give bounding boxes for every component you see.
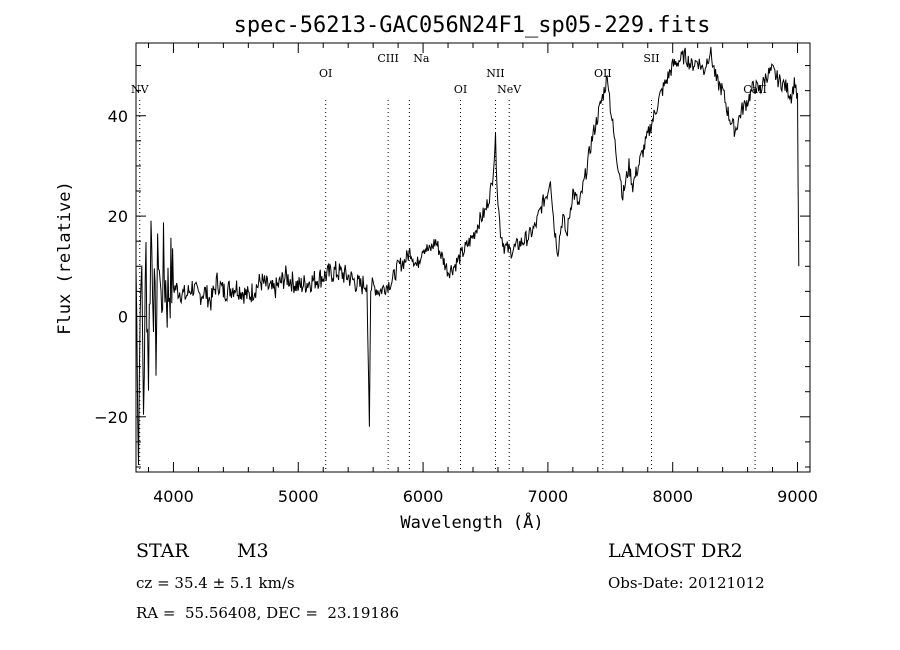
redshift-cz: cz = 35.4 ± 5.1 km/s (136, 574, 295, 592)
spectral-line-markers: NV OI CIII Na OI NII NeV OII SII CaII (131, 52, 767, 472)
tick-labels: 4000 5000 6000 7000 8000 9000 −20 0 20 40 (94, 107, 818, 506)
x-axis-label: Wavelength (Å) (400, 511, 543, 533)
line-marker-label: CaII (743, 83, 767, 96)
x-tick-label: 9000 (777, 487, 818, 506)
line-marker-label: NeV (497, 83, 522, 96)
line-marker-label: CIII (377, 52, 398, 65)
object-type: STAR (136, 540, 189, 562)
line-marker-label: NV (131, 83, 150, 96)
x-tick-label: 4000 (153, 487, 194, 506)
line-marker-label: OI (319, 67, 332, 80)
chart-title: spec-56213-GAC056N24F1_sp05-229.fits (234, 13, 711, 38)
survey-name: LAMOST DR2 (608, 540, 743, 562)
y-tick-label: 0 (118, 307, 128, 326)
y-tick-label: 20 (108, 207, 128, 226)
line-marker-label: SII (643, 52, 659, 65)
line-marker-label: NII (486, 67, 504, 80)
line-marker-label: OI (454, 83, 467, 96)
axis-ticks (136, 43, 810, 472)
coordinates: RA = 55.56408, DEC = 23.19186 (136, 604, 400, 622)
y-tick-label: 40 (108, 107, 128, 126)
line-marker-label: Na (413, 52, 430, 65)
plot-frame (135, 42, 811, 473)
y-tick-label: −20 (94, 408, 128, 427)
obs-date: Obs-Date: 20121012 (608, 574, 765, 592)
subclass: M3 (237, 540, 269, 562)
x-tick-label: 7000 (528, 487, 569, 506)
x-tick-label: 5000 (278, 487, 319, 506)
y-axis-label: Flux (relative) (55, 181, 75, 335)
line-marker-label: OII (594, 67, 612, 80)
x-tick-label: 6000 (403, 487, 444, 506)
x-tick-label: 8000 (652, 487, 693, 506)
spectrum-line (135, 46, 800, 466)
